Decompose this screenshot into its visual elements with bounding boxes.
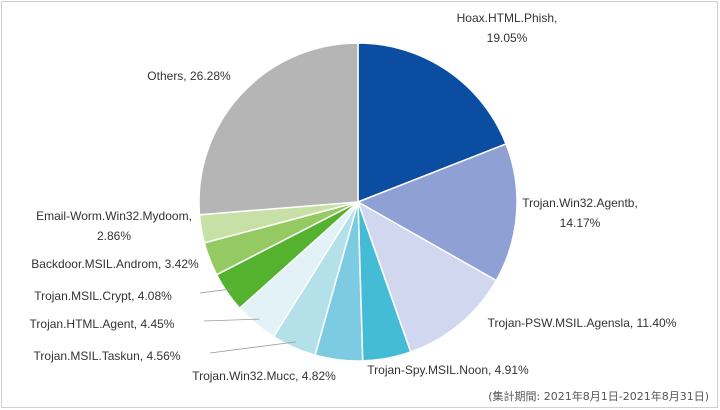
pie-slice bbox=[357, 42, 507, 204]
slice-label: Trojan-PSW.MSIL.Agensla, 11.40% bbox=[488, 316, 677, 330]
slice-label: Trojan.Win32.Agentb, 14.17% bbox=[522, 196, 638, 230]
slice-label: Trojan-Spy.MSIL.Noon, 4.91% bbox=[367, 363, 529, 377]
slice-label: Backdoor.MSIL.Androm, 3.42% bbox=[31, 257, 199, 271]
leader-lines bbox=[199, 288, 297, 354]
slice-label: Trojan.Win32.Mucc, 4.82% bbox=[192, 369, 336, 383]
slice-label: Trojan.HTML.Agent, 4.45% bbox=[30, 317, 175, 331]
pie-slice bbox=[356, 200, 498, 353]
pie-slices bbox=[198, 42, 518, 362]
slice-label: Email-Worm.Win32.Mydoom, 2.86% bbox=[36, 209, 192, 243]
pie-slice bbox=[198, 42, 359, 216]
slice-labels: Hoax.HTML.Phish, 19.05% Trojan.Win32.Agent… bbox=[30, 11, 677, 383]
leader-line bbox=[203, 318, 260, 322]
leader-line bbox=[209, 341, 297, 354]
slice-label: Others, 26.28% bbox=[147, 69, 231, 83]
slice-label: Hoax.HTML.Phish, 19.05% bbox=[457, 11, 558, 45]
slice-label: Trojan.MSIL.Crypt, 4.08% bbox=[34, 289, 172, 303]
pie-slice bbox=[356, 142, 518, 282]
leader-line bbox=[199, 288, 233, 294]
period-footnote: (集計期間: 2021年8月1日-2021年8月31日) bbox=[488, 389, 709, 403]
slice-label: Trojan.MSIL.Taskun, 4.56% bbox=[34, 349, 181, 363]
